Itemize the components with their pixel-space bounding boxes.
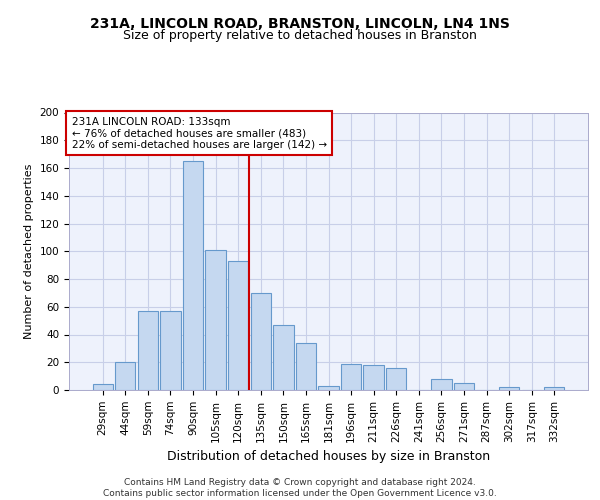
Bar — [364, 365, 384, 390]
Bar — [431, 379, 452, 390]
Bar — [228, 261, 248, 390]
Bar — [386, 368, 406, 390]
Text: 231A LINCOLN ROAD: 133sqm
← 76% of detached houses are smaller (483)
22% of semi: 231A LINCOLN ROAD: 133sqm ← 76% of detac… — [71, 116, 327, 150]
Text: Size of property relative to detached houses in Branston: Size of property relative to detached ho… — [123, 29, 477, 42]
Text: Contains HM Land Registry data © Crown copyright and database right 2024.
Contai: Contains HM Land Registry data © Crown c… — [103, 478, 497, 498]
Bar — [160, 311, 181, 390]
Bar — [454, 383, 474, 390]
Bar — [544, 387, 565, 390]
Bar — [341, 364, 361, 390]
Bar — [499, 387, 519, 390]
Bar — [115, 362, 136, 390]
Bar — [296, 343, 316, 390]
Bar — [251, 293, 271, 390]
Bar — [273, 325, 293, 390]
Bar — [319, 386, 338, 390]
Text: 231A, LINCOLN ROAD, BRANSTON, LINCOLN, LN4 1NS: 231A, LINCOLN ROAD, BRANSTON, LINCOLN, L… — [90, 18, 510, 32]
Y-axis label: Number of detached properties: Number of detached properties — [24, 164, 34, 339]
X-axis label: Distribution of detached houses by size in Branston: Distribution of detached houses by size … — [167, 450, 490, 463]
Bar — [205, 250, 226, 390]
Bar — [92, 384, 113, 390]
Bar — [183, 161, 203, 390]
Bar — [138, 311, 158, 390]
